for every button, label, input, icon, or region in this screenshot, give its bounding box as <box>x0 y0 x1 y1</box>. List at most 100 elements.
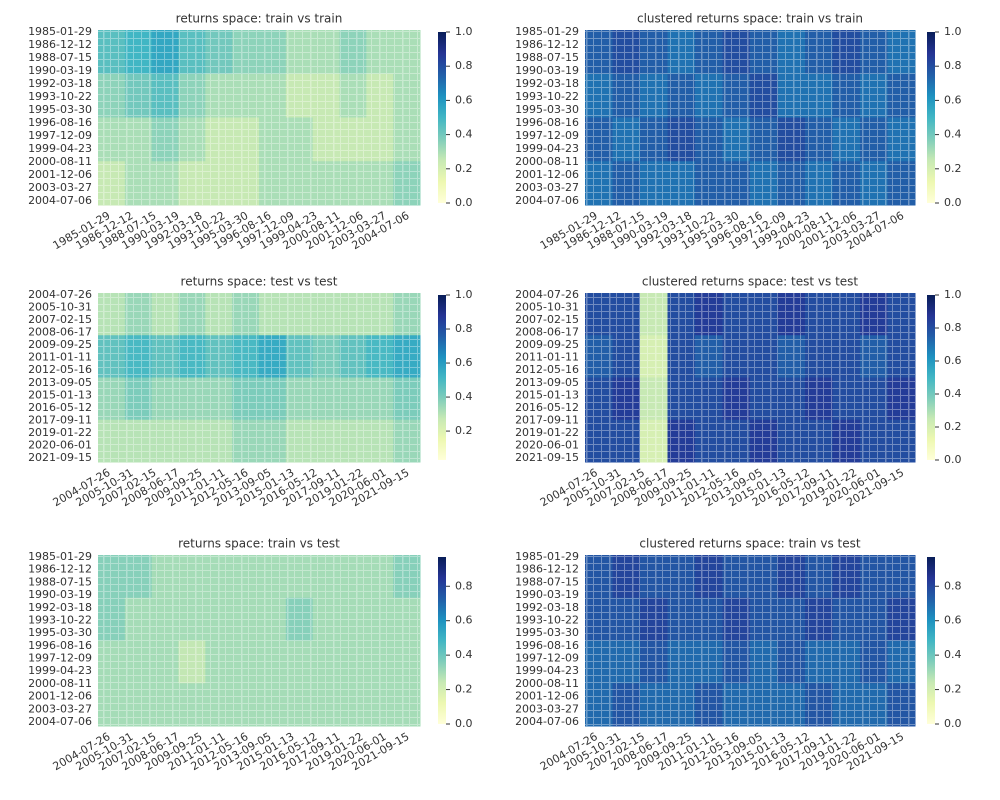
y-tick-label: 1997-12-09 <box>28 652 92 665</box>
colorbar <box>927 32 935 203</box>
y-tick-label: 2001-12-06 <box>515 690 579 703</box>
y-tick-label: 1999-04-23 <box>515 142 579 155</box>
y-tick-label: 2016-05-12 <box>28 401 92 414</box>
chart-title: returns space: train vs test <box>178 537 340 551</box>
colorbar <box>438 295 446 460</box>
colorbar <box>927 295 935 460</box>
colorbar-tick-label: 0.0 <box>944 196 962 209</box>
y-tick-label: 1995-03-30 <box>515 103 579 116</box>
y-tick-label: 2008-06-17 <box>515 326 579 339</box>
y-tick-label: 1985-01-29 <box>515 550 579 563</box>
chart-title: clustered returns space: test vs test <box>642 275 859 289</box>
y-tick-label: 2004-07-06 <box>515 715 579 728</box>
colorbar-tick-label: 0.2 <box>944 420 962 433</box>
y-tick-label: 1990-03-19 <box>28 588 92 601</box>
y-tick-label: 2000-08-11 <box>515 677 579 690</box>
y-tick-label: 1992-03-18 <box>28 601 92 614</box>
colorbar-tick-label: 0.6 <box>944 354 962 367</box>
colorbar-tick-label: 1.0 <box>455 288 473 301</box>
heatmap-texture <box>585 293 915 462</box>
y-tick-label: 1992-03-18 <box>515 77 579 90</box>
colorbar <box>438 557 446 724</box>
heatmap-texture <box>98 30 420 205</box>
colorbar-tick-label: 1.0 <box>944 25 962 38</box>
y-tick-label: 2001-12-06 <box>28 168 92 181</box>
y-tick-label: 1999-04-23 <box>28 142 92 155</box>
colorbar-tick-label: 0.8 <box>455 322 473 335</box>
y-tick-label: 2019-01-22 <box>515 426 579 439</box>
colorbar-tick-label: 0.6 <box>455 93 473 106</box>
y-tick-label: 2012-05-16 <box>28 363 92 376</box>
y-tick-label: 2000-08-11 <box>28 155 92 168</box>
y-tick-label: 1996-08-16 <box>28 116 92 129</box>
y-tick-label: 1997-12-09 <box>515 129 579 142</box>
y-tick-label: 1988-07-15 <box>515 51 579 64</box>
chart-title: returns space: test vs test <box>181 275 338 289</box>
y-tick-label: 1988-07-15 <box>28 51 92 64</box>
colorbar-tick-label: 0.4 <box>944 387 962 400</box>
y-tick-label: 2019-01-22 <box>28 426 92 439</box>
y-tick-label: 1996-08-16 <box>515 639 579 652</box>
y-tick-label: 2004-07-26 <box>28 288 92 301</box>
colorbar-tick-label: 0.4 <box>455 128 473 141</box>
heatmap-texture <box>585 30 915 205</box>
y-tick-label: 1990-03-19 <box>515 64 579 77</box>
y-tick-label: 2017-09-11 <box>515 413 579 426</box>
y-tick-label: 1996-08-16 <box>28 639 92 652</box>
y-tick-label: 2007-02-15 <box>515 313 579 326</box>
heatmap-texture <box>98 293 420 462</box>
colorbar-tick-label: 0.6 <box>455 356 473 369</box>
y-tick-label: 2021-09-15 <box>515 451 579 464</box>
colorbar-tick-label: 0.2 <box>455 683 473 696</box>
colorbar-tick-label: 0.2 <box>455 162 473 175</box>
colorbar-tick-label: 0.8 <box>944 579 962 592</box>
y-tick-label: 2013-09-05 <box>28 376 92 389</box>
colorbar-tick-label: 1.0 <box>455 25 473 38</box>
y-tick-label: 2016-05-12 <box>515 401 579 414</box>
y-tick-label: 2000-08-11 <box>515 155 579 168</box>
y-tick-label: 2008-06-17 <box>28 326 92 339</box>
y-tick-label: 1993-10-22 <box>28 613 92 626</box>
y-tick-label: 1986-12-12 <box>515 563 579 576</box>
y-tick-label: 2004-07-06 <box>28 715 92 728</box>
colorbar-tick-label: 1.0 <box>944 288 962 301</box>
y-tick-label: 2020-06-01 <box>28 438 92 451</box>
y-tick-label: 1986-12-12 <box>28 38 92 51</box>
y-tick-label: 2011-01-11 <box>28 351 92 364</box>
y-tick-label: 1985-01-29 <box>515 25 579 38</box>
chart-title: clustered returns space: train vs train <box>637 12 863 26</box>
y-tick-label: 2012-05-16 <box>515 363 579 376</box>
y-tick-label: 1992-03-18 <box>515 601 579 614</box>
y-tick-label: 2001-12-06 <box>515 168 579 181</box>
chart-title: clustered returns space: train vs test <box>639 537 860 551</box>
y-tick-label: 2015-01-13 <box>28 388 92 401</box>
colorbar <box>927 557 935 724</box>
colorbar <box>438 32 446 203</box>
colorbar-tick-label: 0.4 <box>944 648 962 661</box>
y-tick-label: 1995-03-30 <box>515 626 579 639</box>
y-tick-label: 1997-12-09 <box>28 129 92 142</box>
y-tick-label: 1999-04-23 <box>28 664 92 677</box>
y-tick-label: 1988-07-15 <box>515 575 579 588</box>
y-tick-label: 1999-04-23 <box>515 664 579 677</box>
y-tick-label: 1990-03-19 <box>515 588 579 601</box>
y-tick-label: 1997-12-09 <box>515 652 579 665</box>
colorbar-tick-label: 0.2 <box>944 683 962 696</box>
y-tick-label: 2001-12-06 <box>28 690 92 703</box>
y-tick-label: 1986-12-12 <box>515 38 579 51</box>
colorbar-tick-label: 0.4 <box>944 128 962 141</box>
colorbar-tick-label: 0.0 <box>944 453 962 466</box>
colorbar-tick-label: 0.6 <box>944 614 962 627</box>
colorbar-tick-label: 0.6 <box>455 614 473 627</box>
y-tick-label: 2003-03-27 <box>515 181 579 194</box>
y-tick-label: 2013-09-05 <box>515 376 579 389</box>
y-tick-label: 2017-09-11 <box>28 413 92 426</box>
y-tick-label: 2000-08-11 <box>28 677 92 690</box>
y-tick-label: 2005-10-31 <box>515 301 579 314</box>
chart-title: returns space: train vs train <box>176 12 343 26</box>
y-tick-label: 2004-07-06 <box>515 194 579 207</box>
y-tick-label: 2009-09-25 <box>28 338 92 351</box>
y-tick-label: 2004-07-06 <box>28 194 92 207</box>
y-tick-label: 2011-01-11 <box>515 351 579 364</box>
y-tick-label: 2003-03-27 <box>28 702 92 715</box>
